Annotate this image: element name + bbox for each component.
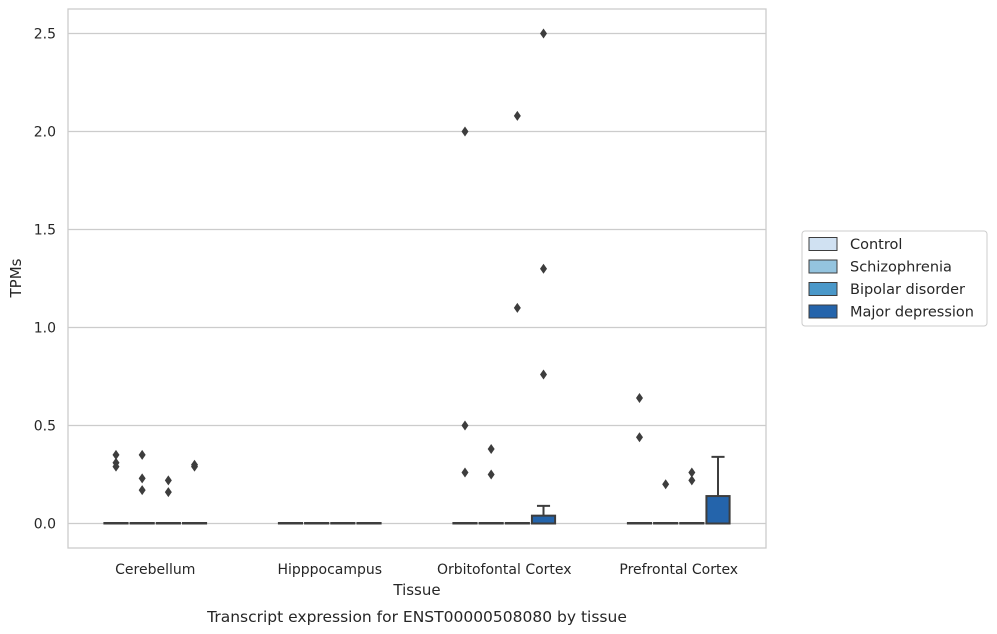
box-bipolar-disorder [504, 522, 530, 525]
y-gridlines [68, 32, 766, 525]
chart-caption: Transcript expression for ENST0000050808… [206, 608, 627, 626]
outlier-point [487, 444, 495, 455]
legend-label: Major depression [850, 305, 974, 321]
box-bipolar-disorder [155, 522, 181, 525]
outlier-point [513, 110, 521, 121]
box-control [626, 522, 653, 525]
box-schizophrenia [653, 522, 679, 525]
y-axis-ticks: 0.0 0.5 1.0 1.5 2.0 2.5 [34, 27, 56, 533]
box-body [705, 495, 731, 525]
box-schizophrenia [129, 522, 155, 525]
legend-swatch [808, 282, 838, 296]
outlier-point [164, 487, 172, 498]
box-control [277, 522, 304, 525]
outlier-point [540, 28, 548, 39]
outlier-point [191, 461, 199, 472]
outlier-point [635, 432, 643, 443]
x-tick-label: Orbitofontal Cortex [437, 562, 572, 578]
box-major-depression [530, 504, 557, 525]
legend-swatch [808, 304, 838, 319]
outlier-point [164, 475, 172, 486]
x-axis-ticks: Cerebellum Hipppocampus Orbitofontal Corte… [115, 562, 738, 578]
outlier-point [138, 449, 146, 460]
y-tick-label: 0.0 [34, 517, 56, 533]
box-control [452, 522, 478, 525]
outlier-point [138, 473, 146, 484]
legend-frame [801, 230, 988, 327]
y-tick-label: 1.0 [34, 321, 56, 337]
legend-swatch [808, 237, 838, 251]
y-axis-label: TPMs [7, 258, 25, 298]
outlier-point [461, 420, 469, 431]
legend-swatch [808, 259, 838, 274]
x-axis-label: Tissue [392, 581, 440, 599]
legend-label: Schizophrenia [850, 260, 952, 276]
outlier-point [540, 369, 548, 380]
x-tick-label: Cerebellum [115, 562, 195, 578]
outlier-point [487, 469, 495, 480]
box-major-depression [181, 522, 208, 525]
legend: Control Schizophrenia Bipolar disorder Majo… [801, 230, 988, 327]
box-body [530, 514, 557, 525]
legend-label: Bipolar disorder [850, 282, 965, 298]
outlier-point [112, 449, 120, 460]
outliers-layer [112, 28, 696, 498]
y-tick-label: 1.5 [34, 223, 56, 239]
outlier-point [662, 479, 670, 490]
outlier-point [513, 302, 521, 313]
y-tick-label: 2.0 [34, 125, 56, 141]
box-bipolar-disorder [330, 522, 356, 525]
box-schizophrenia [478, 522, 504, 525]
box-major-depression [356, 522, 382, 525]
legend-item-control: Control [808, 237, 902, 253]
outlier-point [138, 485, 146, 496]
box-schizophrenia [304, 522, 330, 525]
y-tick-label: 0.5 [34, 419, 56, 435]
x-tick-label: Prefrontal Cortex [619, 562, 738, 578]
outlier-point [461, 467, 469, 478]
outlier-point [461, 126, 469, 137]
plot-area-frame [67, 8, 767, 549]
box-bipolar-disorder [679, 522, 705, 525]
outlier-point [112, 461, 120, 472]
legend-item-major-depression: Major depression [808, 304, 974, 321]
legend-item-bipolar-disorder: Bipolar disorder [808, 282, 965, 298]
outlier-point [635, 393, 643, 404]
x-tick-label: Hipppocampus [277, 562, 382, 578]
box-control [103, 522, 129, 525]
legend-label: Control [850, 237, 902, 253]
outlier-point [688, 475, 696, 486]
boxes-layer [103, 455, 731, 525]
legend-item-schizophrenia: Schizophrenia [808, 259, 952, 276]
outlier-point [540, 263, 548, 274]
outlier-point [688, 467, 696, 478]
y-tick-label: 2.5 [34, 27, 56, 43]
box-major-depression [705, 455, 731, 525]
